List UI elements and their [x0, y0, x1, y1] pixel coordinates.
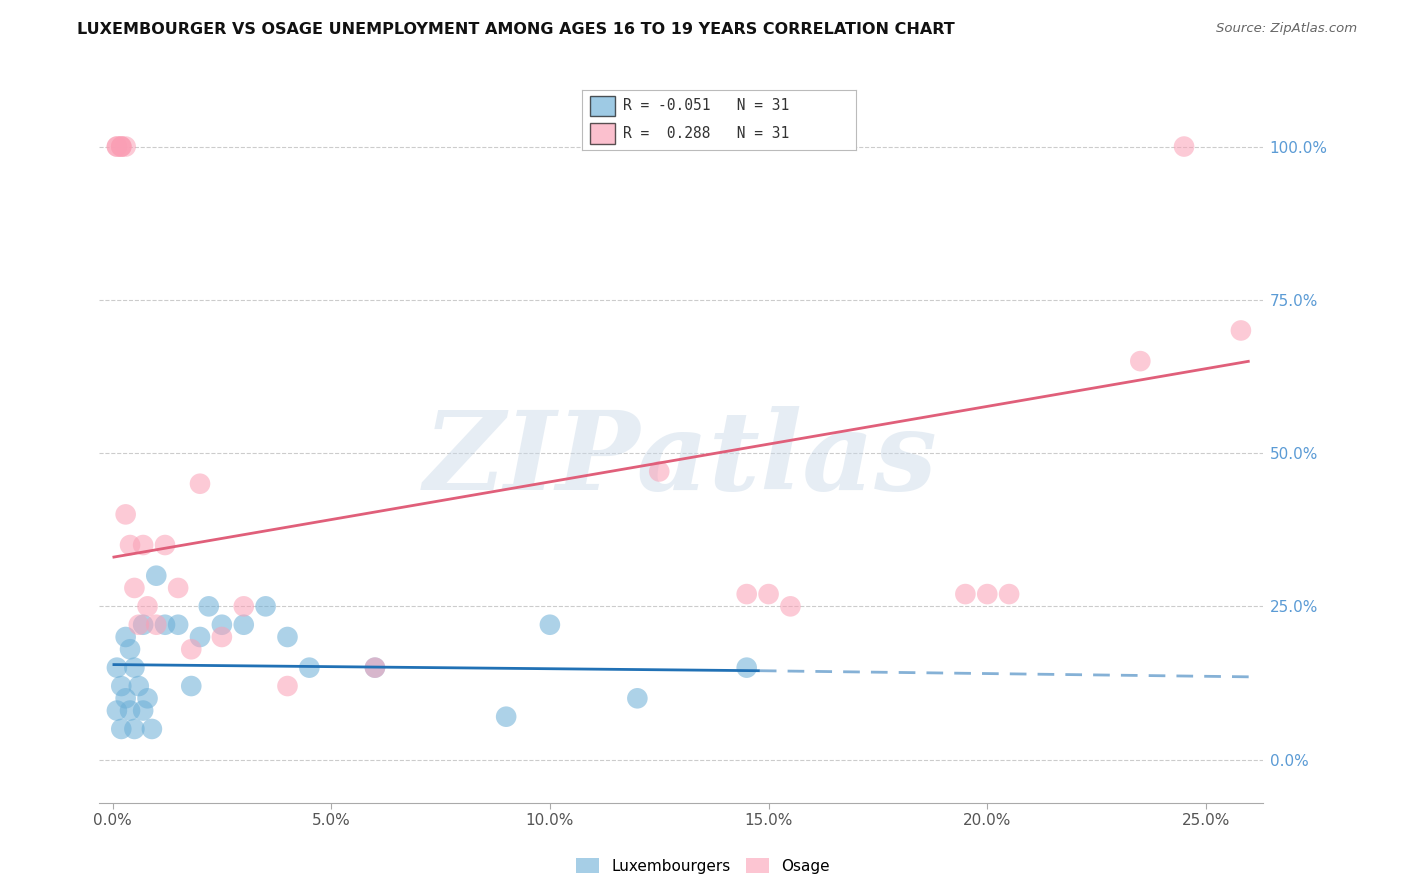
Text: ZIPatlas: ZIPatlas: [425, 406, 938, 514]
Point: [114, 139, 136, 153]
Point: [495, 709, 517, 723]
Point: [254, 599, 277, 614]
Point: [276, 630, 298, 644]
Point: [118, 704, 141, 718]
Point: [132, 538, 155, 552]
Point: [118, 538, 141, 552]
Point: [124, 581, 146, 595]
Point: [110, 139, 132, 153]
Point: [124, 722, 146, 736]
Point: [538, 617, 561, 632]
Point: [735, 660, 758, 674]
Point: [105, 660, 128, 674]
Point: [779, 599, 801, 614]
Point: [1230, 323, 1253, 337]
Point: [188, 476, 211, 491]
Point: [211, 617, 233, 632]
Point: [998, 587, 1021, 601]
Point: [132, 617, 155, 632]
Legend: Luxembourgers, Osage: Luxembourgers, Osage: [571, 852, 835, 880]
Point: [128, 617, 150, 632]
Point: [118, 642, 141, 657]
Point: [1173, 139, 1195, 153]
Point: [232, 617, 254, 632]
Point: [1129, 354, 1152, 368]
Point: [105, 139, 128, 153]
Point: [136, 599, 159, 614]
Point: [758, 587, 780, 601]
Point: [105, 139, 128, 153]
Point: [197, 599, 219, 614]
Point: [153, 538, 176, 552]
Point: [110, 139, 132, 153]
Point: [132, 704, 155, 718]
Point: [153, 617, 176, 632]
Point: [211, 630, 233, 644]
Point: [167, 617, 190, 632]
Point: [188, 630, 211, 644]
Point: [128, 679, 150, 693]
Point: [136, 691, 159, 706]
Point: [232, 599, 254, 614]
Point: [298, 660, 321, 674]
Point: [955, 587, 977, 601]
Text: LUXEMBOURGER VS OSAGE UNEMPLOYMENT AMONG AGES 16 TO 19 YEARS CORRELATION CHART: LUXEMBOURGER VS OSAGE UNEMPLOYMENT AMONG…: [77, 22, 955, 37]
Point: [364, 660, 387, 674]
Point: [180, 642, 202, 657]
Point: [105, 704, 128, 718]
Point: [114, 508, 136, 522]
Point: [141, 722, 163, 736]
Point: [114, 630, 136, 644]
Point: [110, 139, 132, 153]
Point: [735, 587, 758, 601]
Point: [110, 722, 132, 736]
Point: [167, 581, 190, 595]
Point: [145, 617, 167, 632]
Point: [180, 679, 202, 693]
Point: [976, 587, 998, 601]
Point: [145, 568, 167, 582]
Point: [124, 660, 146, 674]
Point: [648, 465, 671, 479]
Text: Source: ZipAtlas.com: Source: ZipAtlas.com: [1216, 22, 1357, 36]
Point: [276, 679, 298, 693]
Point: [364, 660, 387, 674]
Point: [110, 679, 132, 693]
Point: [114, 691, 136, 706]
Point: [626, 691, 648, 706]
